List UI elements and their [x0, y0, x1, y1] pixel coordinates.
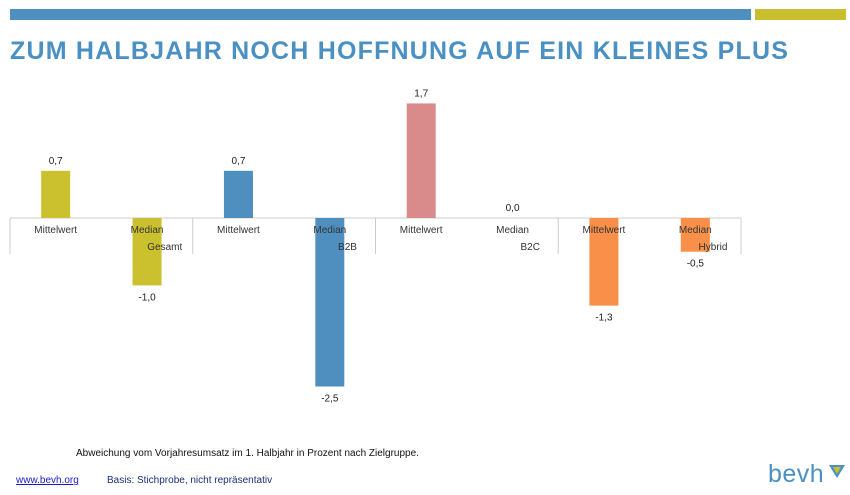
page-title: ZUM HALBJAHR NOCH HOFFNUNG AUF EIN KLEIN…	[10, 37, 790, 65]
data-label: -1,0	[138, 292, 156, 303]
category-tick-label: Median	[679, 225, 712, 236]
bar	[589, 218, 619, 306]
bevh-logo: bevh	[768, 460, 845, 490]
bevh-logo-mark-icon	[829, 465, 845, 478]
category-tick-label: Median	[496, 225, 529, 236]
group-tick-label: B2C	[521, 242, 540, 253]
data-label: -0,5	[687, 259, 705, 270]
bar-chart: 0,7 Mittelwert -1,0 Median Gesamt 0,7 Mittelwe…	[9, 88, 742, 405]
data-label: 1,7	[414, 88, 428, 99]
group-tick-label: Hybrid	[699, 242, 728, 253]
data-label: -1,3	[595, 313, 613, 324]
category-tick-label: Mittelwert	[34, 225, 77, 236]
bar	[223, 170, 253, 218]
category-tick-label: Median	[313, 225, 346, 236]
source-note: Basis: Stichprobe, nicht repräsentativ	[107, 475, 273, 486]
category-tick-label: Mittelwert	[583, 225, 626, 236]
chart-caption: Abweichung vom Vorjahresumsatz im 1. Hal…	[76, 448, 419, 459]
data-label: 0,7	[231, 156, 245, 167]
bar	[132, 218, 162, 286]
header-bar-blue	[10, 9, 751, 20]
website-link[interactable]: www.bevh.org	[16, 475, 79, 486]
bar	[406, 103, 436, 218]
category-tick-label: Mittelwert	[217, 225, 260, 236]
category-tick-label: Mittelwert	[400, 225, 443, 236]
bar	[680, 218, 710, 252]
data-label: 0,0	[506, 203, 520, 214]
group-tick-label: Gesamt	[147, 242, 182, 253]
logo-text: bevh	[768, 460, 825, 488]
data-label: 0,7	[49, 156, 63, 167]
group-tick-label: B2B	[338, 242, 357, 253]
header-bar-olive	[755, 9, 846, 20]
category-tick-label: Median	[131, 225, 164, 236]
bar	[315, 218, 345, 387]
bar	[41, 170, 71, 218]
data-label: -2,5	[321, 394, 339, 405]
